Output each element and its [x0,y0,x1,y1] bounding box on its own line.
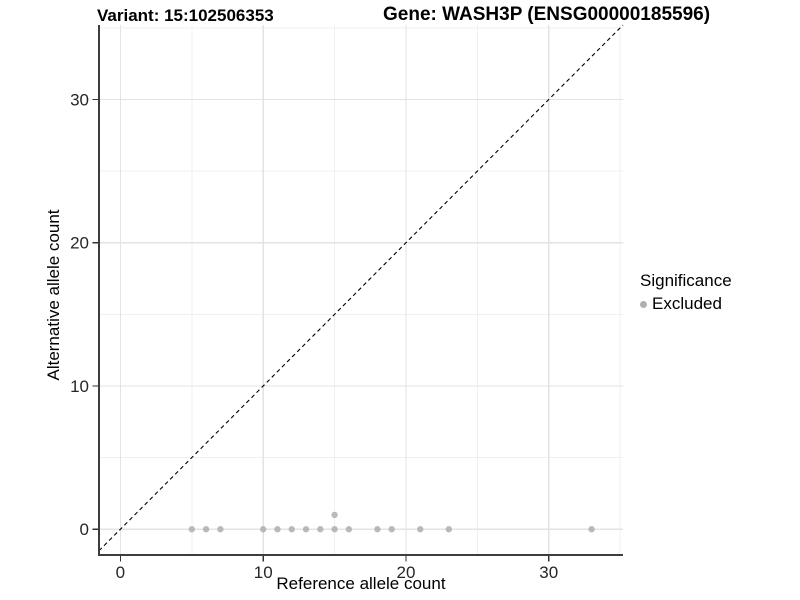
x-tick-label: 0 [116,563,125,582]
y-tick-label: 20 [70,234,89,253]
y-tick-label: 0 [80,520,89,539]
data-point [445,526,453,533]
data-point [274,526,281,533]
data-point [345,526,353,533]
data-point [388,526,395,533]
legend-title: Significance [640,271,732,290]
axis-lines [98,25,623,556]
grid-minor [99,25,623,555]
variant-title: Variant: 15:102506353 [97,6,274,25]
y-axis-title: Alternative allele count [44,209,63,381]
data-point [217,526,224,533]
excluded-point-icon [640,300,647,308]
gene-title: Gene: WASH3P (ENSG00000185596) [383,4,711,25]
data-point [331,526,338,533]
identity-line [98,24,624,552]
x-tick-label: 20 [397,563,416,582]
x-tick-label: 30 [539,563,558,582]
axis-ticks: 0 10 20 30 0 10 20 30 [70,90,558,582]
data-point [317,526,324,533]
legend: Significance Excluded [640,271,732,314]
y-tick-label: 10 [70,377,89,396]
grid-major [99,25,623,555]
points-layer [188,511,595,533]
data-point [331,511,338,519]
x-axis-title: Reference allele count [276,574,446,593]
data-point [302,526,310,533]
legend-item-excluded: Excluded [640,294,732,314]
data-point [188,526,196,533]
x-tick-label: 10 [254,563,273,582]
data-point [417,526,424,533]
data-point [374,526,381,533]
y-tick-label: 30 [70,90,89,109]
legend-item-label: Excluded [652,294,722,313]
data-point [288,526,295,533]
data-point [202,526,210,533]
data-point [259,526,267,533]
data-point [588,526,595,533]
